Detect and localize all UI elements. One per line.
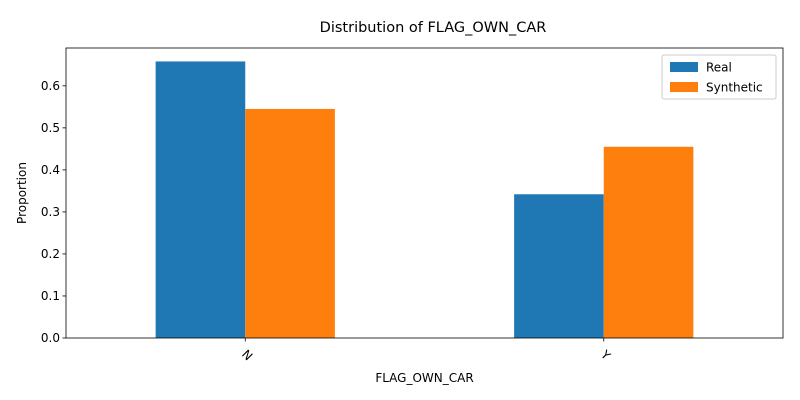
bar-real-y — [514, 194, 604, 338]
y-tick-label: 0.1 — [41, 289, 60, 303]
x-tick-label: Y — [597, 347, 613, 363]
plot-area-frame — [65, 47, 784, 339]
y-tick-label: 0.2 — [41, 247, 60, 261]
y-tick-label: 0.4 — [41, 163, 60, 177]
chart-title: Distribution of FLAG_OWN_CAR — [320, 20, 547, 36]
y-tick-label: 0.0 — [41, 331, 60, 345]
bars — [155, 61, 694, 338]
legend-swatch-synthetic — [670, 82, 698, 92]
legend-label-synthetic: Synthetic — [706, 81, 763, 95]
y-tick-label: 0.5 — [41, 121, 60, 135]
legend: Real Synthetic — [661, 54, 777, 100]
legend-swatch-real — [670, 62, 698, 72]
bar-synthetic-y — [603, 146, 694, 338]
y-axis-ticks: 0.0 0.1 0.2 0.3 0.4 0.5 0.6 — [41, 79, 66, 345]
legend-label-real: Real — [706, 61, 732, 75]
y-axis-label: Proportion — [15, 162, 29, 224]
x-axis-label: FLAG_OWN_CAR — [375, 371, 473, 385]
y-tick-label: 0.3 — [41, 205, 60, 219]
x-tick-label: N — [239, 347, 255, 363]
bar-synthetic-n — [245, 108, 335, 338]
bar-real-n — [155, 61, 246, 338]
y-tick-label: 0.6 — [41, 79, 60, 93]
